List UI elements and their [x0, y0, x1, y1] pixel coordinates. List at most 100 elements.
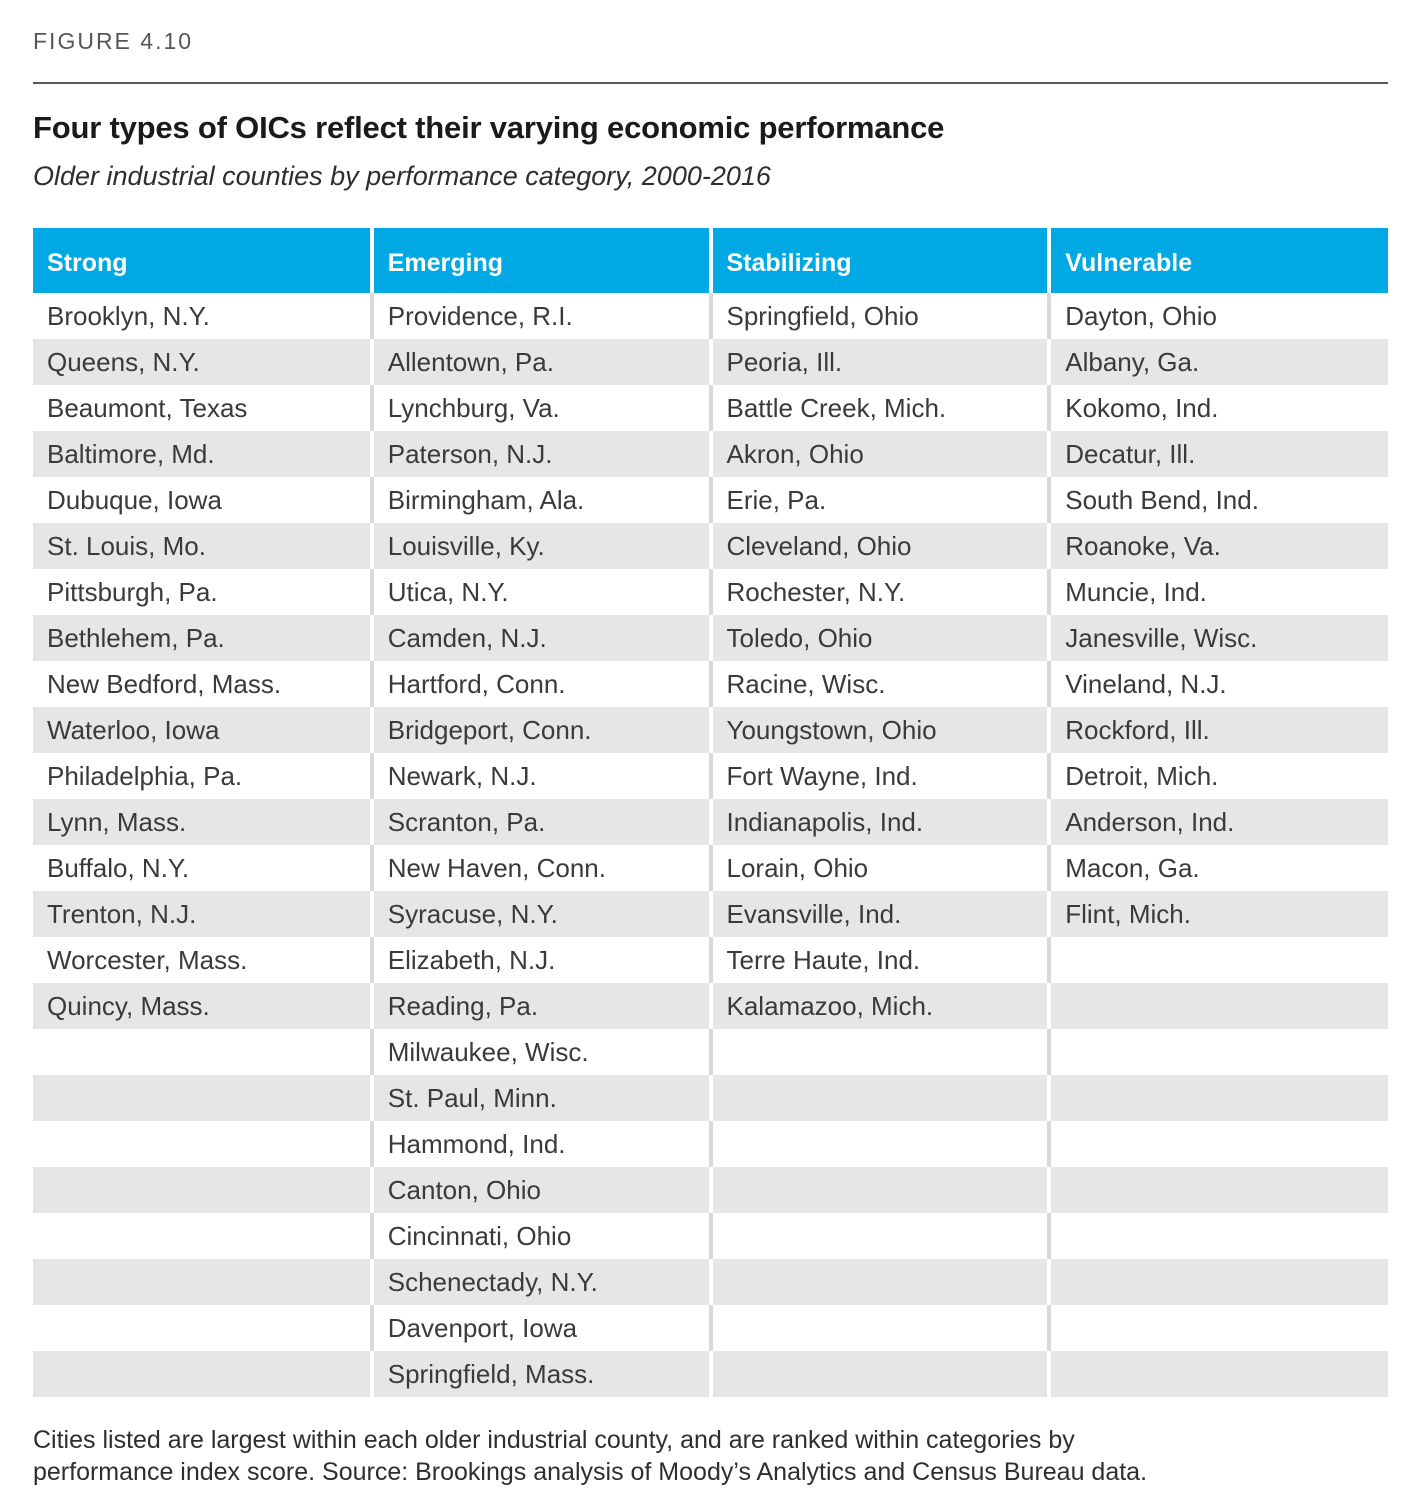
- city-cell: Akron, Ohio: [708, 431, 1050, 477]
- empty-cell: [708, 1029, 1050, 1075]
- city-cell: Worcester, Mass.: [33, 937, 372, 983]
- empty-cell: [1047, 1121, 1388, 1167]
- table-row: Bethlehem, Pa. Camden, N.J. Toledo, Ohio Ja…: [33, 615, 1388, 661]
- table-row: Schenectady, N.Y.: [33, 1259, 1388, 1305]
- table-row: Springfield, Mass.: [33, 1351, 1388, 1397]
- city-cell: Muncie, Ind.: [1047, 569, 1388, 615]
- footnote-line-1: Cities listed are largest within each ol…: [33, 1426, 1075, 1454]
- empty-cell: [33, 1167, 372, 1213]
- table-header-row: Strong Emerging Stabilizing Vulnerable: [33, 228, 1388, 293]
- empty-cell: [708, 1351, 1050, 1397]
- table-row: Milwaukee, Wisc.: [33, 1029, 1388, 1075]
- city-cell: Indianapolis, Ind.: [708, 799, 1050, 845]
- city-cell: Quincy, Mass.: [33, 983, 372, 1029]
- table-row: New Bedford, Mass. Hartford, Conn. Racine,…: [33, 661, 1388, 707]
- table-row: Buffalo, N.Y. New Haven, Conn. Lorain, Ohi…: [33, 845, 1388, 891]
- city-cell: Macon, Ga.: [1047, 845, 1388, 891]
- column-header-emerging: Emerging: [369, 228, 711, 293]
- city-cell: Beaumont, Texas: [33, 385, 372, 431]
- table-row: Queens, N.Y. Allentown, Pa. Peoria, Ill. Al…: [33, 339, 1388, 385]
- figure-subtitle: Older industrial counties by performance…: [33, 161, 771, 191]
- city-cell: Rockford, Ill.: [1047, 707, 1388, 753]
- city-cell: Lynchburg, Va.: [369, 385, 711, 431]
- header-row: Strong Emerging Stabilizing Vulnerable: [33, 228, 1388, 293]
- city-cell: Peoria, Ill.: [708, 339, 1050, 385]
- empty-cell: [1047, 1213, 1388, 1259]
- city-cell: Providence, R.I.: [369, 293, 711, 339]
- city-cell: Waterloo, Iowa: [33, 707, 372, 753]
- footnote: Cities listed are largest within each ol…: [33, 1424, 1388, 1488]
- city-cell: Baltimore, Md.: [33, 431, 372, 477]
- city-cell: Schenectady, N.Y.: [369, 1259, 711, 1305]
- empty-cell: [708, 1075, 1050, 1121]
- city-cell: Queens, N.Y.: [33, 339, 372, 385]
- city-cell: Elizabeth, N.J.: [369, 937, 711, 983]
- table-row: Pittsburgh, Pa. Utica, N.Y. Rochester, N.Y…: [33, 569, 1388, 615]
- city-cell: Cincinnati, Ohio: [369, 1213, 711, 1259]
- city-cell: Canton, Ohio: [369, 1167, 711, 1213]
- city-cell: Albany, Ga.: [1047, 339, 1388, 385]
- city-cell: Springfield, Ohio: [708, 293, 1050, 339]
- empty-cell: [1047, 1075, 1388, 1121]
- column-header-strong: Strong: [33, 228, 372, 293]
- empty-cell: [1047, 1351, 1388, 1397]
- city-cell: Bethlehem, Pa.: [33, 615, 372, 661]
- empty-cell: [33, 1259, 372, 1305]
- empty-cell: [1047, 1305, 1388, 1351]
- city-cell: Terre Haute, Ind.: [708, 937, 1050, 983]
- city-cell: Springfield, Mass.: [369, 1351, 711, 1397]
- empty-cell: [1047, 1259, 1388, 1305]
- city-cell: New Bedford, Mass.: [33, 661, 372, 707]
- city-cell: Louisville, Ky.: [369, 523, 711, 569]
- city-cell: New Haven, Conn.: [369, 845, 711, 891]
- footnote-line-2: performance index score. Source: Brookin…: [33, 1458, 1148, 1486]
- table-row: Beaumont, Texas Lynchburg, Va. Battle Cree…: [33, 385, 1388, 431]
- city-cell: St. Paul, Minn.: [369, 1075, 711, 1121]
- city-cell: Philadelphia, Pa.: [33, 753, 372, 799]
- oic-performance-table: Strong Emerging Stabilizing Vulnerable Broo…: [33, 228, 1388, 1397]
- city-cell: Lorain, Ohio: [708, 845, 1050, 891]
- city-cell: Toledo, Ohio: [708, 615, 1050, 661]
- city-cell: Buffalo, N.Y.: [33, 845, 372, 891]
- city-cell: South Bend, Ind.: [1047, 477, 1388, 523]
- empty-cell: [33, 1351, 372, 1397]
- city-cell: Erie, Pa.: [708, 477, 1050, 523]
- empty-cell: [708, 1121, 1050, 1167]
- city-cell: Janesville, Wisc.: [1047, 615, 1388, 661]
- city-cell: Utica, N.Y.: [369, 569, 711, 615]
- table-row: St. Louis, Mo. Louisville, Ky. Cleveland, …: [33, 523, 1388, 569]
- city-cell: Bridgeport, Conn.: [369, 707, 711, 753]
- table-row: Hammond, Ind.: [33, 1121, 1388, 1167]
- city-cell: Evansville, Ind.: [708, 891, 1050, 937]
- empty-cell: [33, 1075, 372, 1121]
- empty-cell: [1047, 1029, 1388, 1075]
- city-cell: Roanoke, Va.: [1047, 523, 1388, 569]
- city-cell: Milwaukee, Wisc.: [369, 1029, 711, 1075]
- empty-cell: [1047, 937, 1388, 983]
- city-cell: Hartford, Conn.: [369, 661, 711, 707]
- city-cell: Syracuse, N.Y.: [369, 891, 711, 937]
- city-cell: Davenport, Iowa: [369, 1305, 711, 1351]
- empty-cell: [33, 1305, 372, 1351]
- empty-cell: [1047, 1167, 1388, 1213]
- empty-cell: [33, 1121, 372, 1167]
- empty-cell: [708, 1259, 1050, 1305]
- table-row: Davenport, Iowa: [33, 1305, 1388, 1351]
- city-cell: Brooklyn, N.Y.: [33, 293, 372, 339]
- city-cell: Camden, N.J.: [369, 615, 711, 661]
- city-cell: Fort Wayne, Ind.: [708, 753, 1050, 799]
- city-cell: Rochester, N.Y.: [708, 569, 1050, 615]
- city-cell: Lynn, Mass.: [33, 799, 372, 845]
- table-row: Dubuque, Iowa Birmingham, Ala. Erie, Pa. So…: [33, 477, 1388, 523]
- empty-cell: [1047, 983, 1388, 1029]
- city-cell: Decatur, Ill.: [1047, 431, 1388, 477]
- city-cell: Dubuque, Iowa: [33, 477, 372, 523]
- city-cell: Newark, N.J.: [369, 753, 711, 799]
- table-row: Worcester, Mass. Elizabeth, N.J. Terre Hau…: [33, 937, 1388, 983]
- figure-title: Four types of OICs reflect their varying…: [33, 110, 945, 145]
- city-cell: Racine, Wisc.: [708, 661, 1050, 707]
- column-header-stabilizing: Stabilizing: [708, 228, 1050, 293]
- city-cell: Trenton, N.J.: [33, 891, 372, 937]
- empty-cell: [708, 1305, 1050, 1351]
